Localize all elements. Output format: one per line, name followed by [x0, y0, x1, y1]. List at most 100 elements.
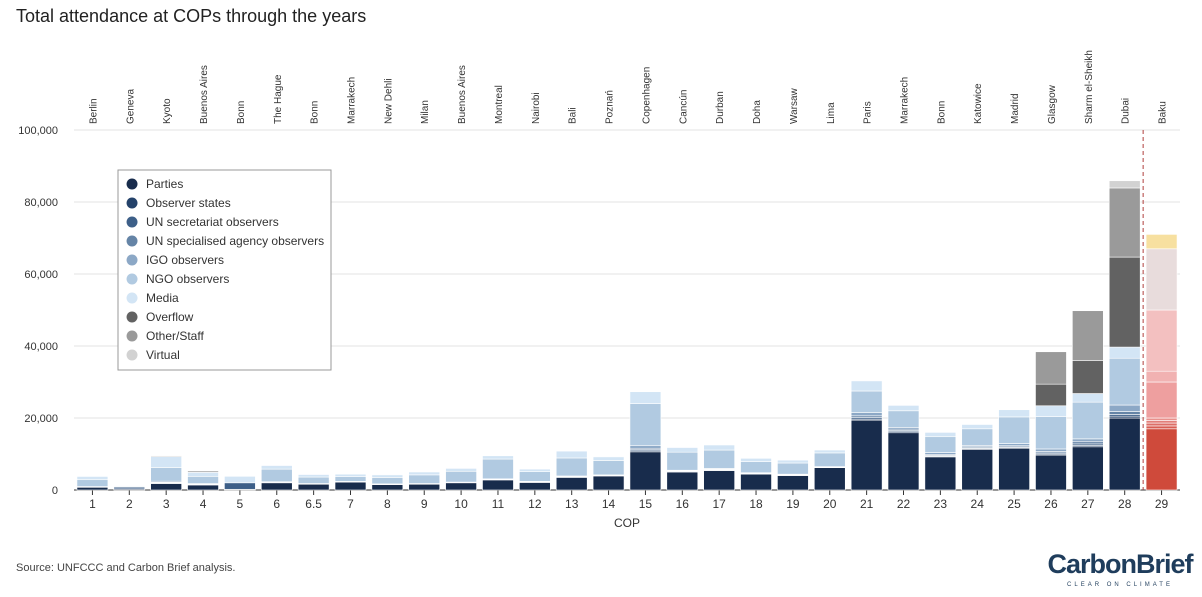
bar-segment — [1072, 311, 1103, 361]
bar-segment — [814, 468, 845, 490]
bar-segment — [1109, 347, 1140, 358]
bar-segment — [741, 462, 772, 473]
location-label: Buenos Aires — [457, 65, 468, 124]
bar-segment — [1035, 384, 1066, 406]
bar-segment — [814, 453, 845, 467]
bar-segment — [1072, 402, 1103, 439]
bar-segment — [593, 460, 624, 474]
bar-segment — [630, 446, 661, 449]
bar-segment — [1146, 423, 1177, 426]
bar-segment — [77, 487, 108, 490]
bar-segment — [925, 457, 956, 490]
location-label: Bonn — [310, 101, 321, 124]
bar-segment — [519, 472, 550, 482]
y-tick-label: 100,000 — [18, 125, 58, 137]
bar-segment — [519, 482, 550, 490]
location-label: Baku — [1158, 101, 1169, 124]
x-tick-label: 28 — [1118, 497, 1132, 511]
bar-segment — [1146, 382, 1177, 418]
y-tick-label: 40,000 — [24, 341, 58, 353]
bar-segment — [630, 452, 661, 490]
legend-swatch — [127, 350, 138, 361]
bar-segment — [224, 476, 255, 482]
legend-label: IGO observers — [146, 253, 224, 267]
location-label: Cancún — [678, 90, 689, 124]
location-label: Katowice — [973, 83, 984, 124]
x-tick-label: 5 — [237, 497, 244, 511]
bar-segment — [1146, 426, 1177, 429]
x-tick-label: 4 — [200, 497, 207, 511]
bar-segment — [1109, 181, 1140, 188]
legend-swatch — [127, 312, 138, 323]
location-label: Buenos Aires — [199, 65, 210, 124]
legend-swatch — [127, 293, 138, 304]
location-label: Milan — [420, 100, 431, 124]
bar-segment — [261, 469, 292, 482]
bar-segment — [298, 477, 329, 483]
bar-segment — [298, 475, 329, 478]
bar-segment — [446, 471, 477, 482]
bar-segment — [482, 480, 513, 490]
bar-segment — [151, 457, 182, 468]
bar-segment — [999, 417, 1030, 444]
bar-segment — [630, 404, 661, 446]
x-tick-label: 16 — [676, 497, 690, 511]
bar-segment — [261, 466, 292, 470]
bar-segment — [888, 411, 919, 428]
bar-segment — [851, 391, 882, 413]
bar-segment — [1146, 421, 1177, 424]
bar-segment — [1072, 447, 1103, 490]
bar-segment — [1146, 310, 1177, 371]
y-tick-label: 0 — [52, 485, 58, 497]
bar-segment — [814, 450, 845, 453]
bar-segment — [1146, 418, 1177, 421]
bar-segment — [1146, 429, 1177, 490]
bar-segment — [593, 457, 624, 461]
x-tick-label: 6.5 — [305, 497, 322, 511]
bar-segment — [630, 392, 661, 404]
x-tick-label: 9 — [421, 497, 428, 511]
location-label: Doha — [752, 100, 763, 124]
bar-segment — [556, 451, 587, 458]
bar-segment — [482, 456, 513, 459]
bar-segment — [335, 482, 366, 490]
bar-segment — [188, 476, 219, 483]
bar-segment — [335, 477, 366, 482]
bar-segment — [888, 405, 919, 410]
bar-segment — [999, 448, 1030, 490]
x-tick-label: 18 — [749, 497, 763, 511]
location-label: Marrakech — [347, 77, 358, 124]
bar-segment — [925, 432, 956, 436]
location-label: Warsaw — [789, 87, 800, 124]
location-label: Copenhagen — [641, 67, 652, 124]
bar-segment — [372, 485, 403, 490]
y-tick-label: 80,000 — [24, 197, 58, 209]
bar-segment — [409, 475, 440, 484]
bar-segment — [224, 483, 255, 489]
location-label: Glasgow — [1047, 84, 1058, 124]
bar-segment — [777, 460, 808, 463]
bar-segment — [298, 484, 329, 490]
bar-segment — [667, 452, 698, 470]
bar-segment — [667, 448, 698, 453]
bar-segment — [962, 424, 993, 428]
x-tick-label: 6 — [273, 497, 280, 511]
x-tick-label: 1 — [89, 497, 96, 511]
location-label: Nairobi — [531, 92, 542, 124]
bar-segment — [962, 449, 993, 490]
legend-swatch — [127, 198, 138, 209]
location-label: Lima — [826, 102, 837, 124]
x-tick-label: 25 — [1007, 497, 1021, 511]
location-label: Geneva — [125, 89, 136, 124]
bar-segment — [1146, 249, 1177, 310]
bar-segment — [851, 381, 882, 391]
bar-segment — [999, 410, 1030, 417]
bar-segment — [741, 474, 772, 490]
bar-segment — [1109, 358, 1140, 405]
chart-title: Total attendance at COPs through the yea… — [16, 6, 366, 26]
bar-segment — [335, 474, 366, 477]
bar-segment — [704, 445, 735, 450]
location-label: Bonn — [936, 101, 947, 124]
x-tick-label: 12 — [528, 497, 542, 511]
